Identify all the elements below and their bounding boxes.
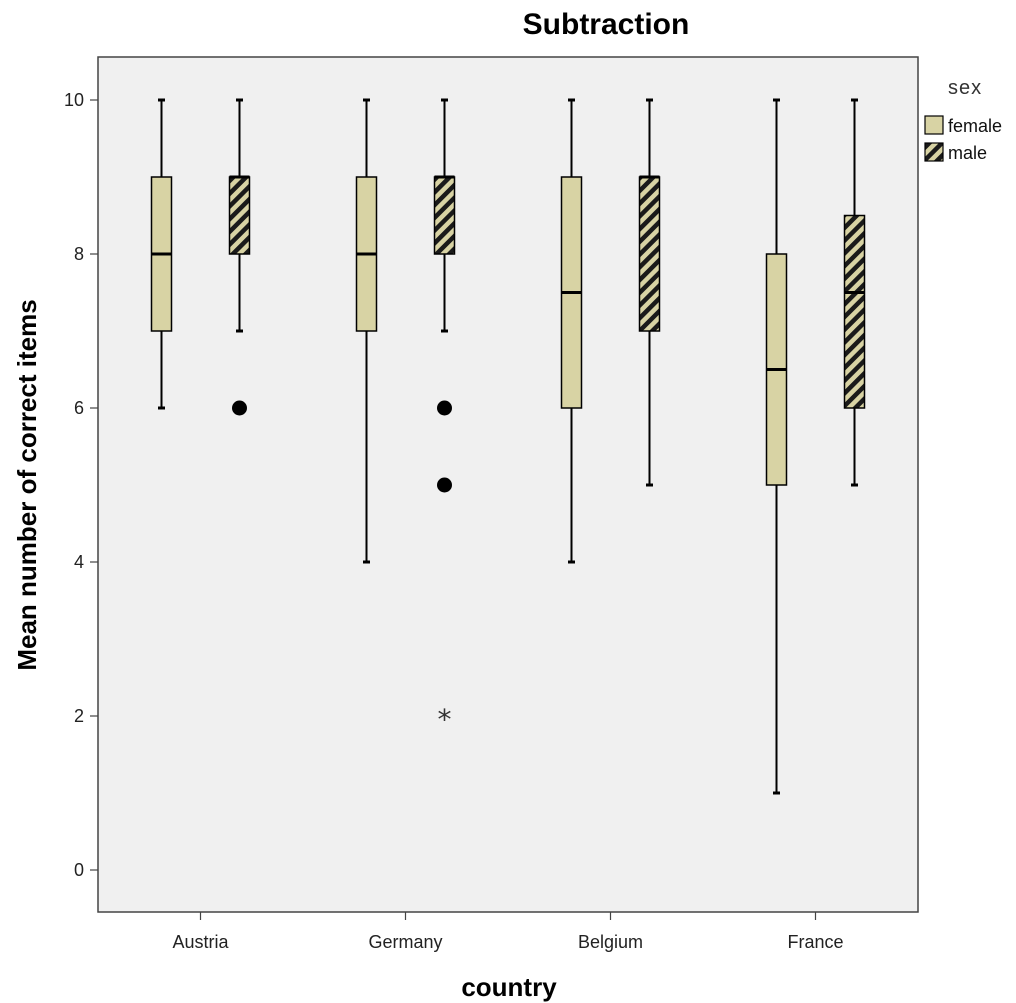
iqr-box [638, 176, 661, 332]
y-tick-label: 10 [64, 90, 84, 110]
outlier-point [437, 400, 452, 416]
box-male-austria [228, 98, 251, 416]
y-axis: 0 2 4 6 8 10 [64, 90, 98, 880]
y-tick-label: 6 [74, 398, 84, 418]
legend-title: sex [948, 77, 982, 99]
legend-label-male: male [948, 143, 987, 163]
box-male-belgium [638, 98, 661, 487]
box-male-france [843, 98, 866, 487]
y-tick-label: 0 [74, 860, 84, 880]
x-tick-label: France [787, 932, 843, 952]
chart-title: Subtraction [523, 8, 690, 41]
y-axis-title: Mean number of correct items [12, 299, 42, 670]
y-tick-label: 8 [74, 244, 84, 264]
legend-label-female: female [948, 116, 1002, 136]
box-female-france [765, 98, 788, 795]
x-tick-label: Germany [368, 932, 442, 952]
x-tick-label: Austria [172, 932, 229, 952]
y-tick-label: 4 [74, 552, 84, 572]
boxes-group: * [150, 98, 866, 795]
y-tick-label: 2 [74, 706, 84, 726]
legend-swatch-female [924, 115, 944, 135]
extreme-point: * [438, 703, 452, 736]
iqr-box [843, 214, 866, 409]
box-female-germany [355, 98, 378, 564]
legend: sex female male [924, 77, 1002, 163]
iqr-box [433, 176, 456, 255]
legend-swatch-male [924, 142, 944, 162]
x-axis: Austria Germany Belgium France [172, 912, 844, 952]
x-tick-label: Belgium [578, 932, 643, 952]
iqr-box [228, 176, 251, 255]
box-male-germany: * [433, 98, 456, 736]
box-female-belgium [560, 98, 583, 564]
plot-area [97, 56, 919, 913]
x-axis-title: country [461, 972, 557, 1002]
outlier-point [437, 477, 452, 493]
outlier-point [232, 400, 247, 416]
box-female-austria [150, 98, 173, 410]
